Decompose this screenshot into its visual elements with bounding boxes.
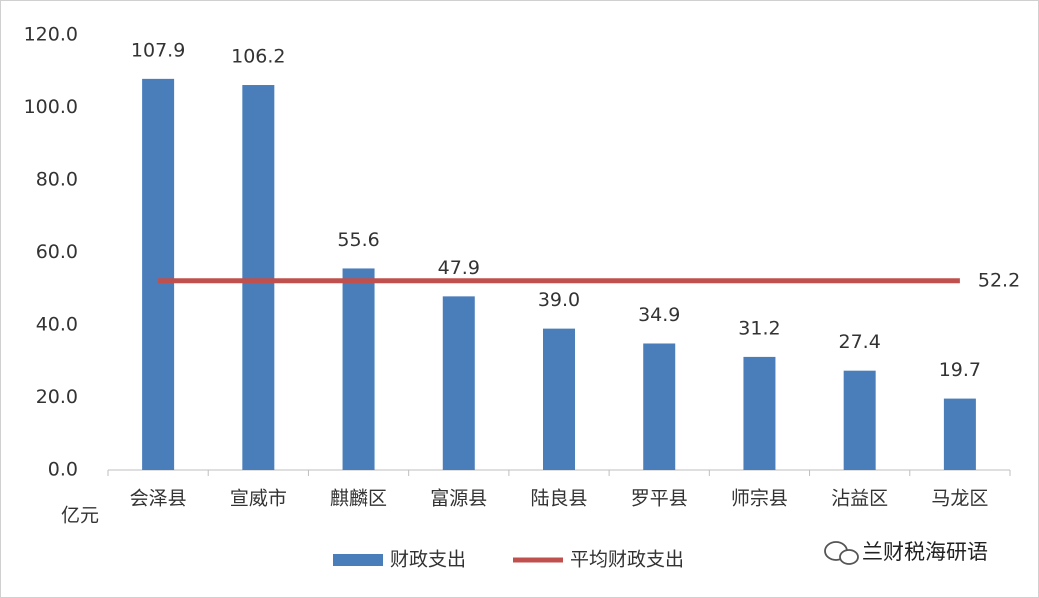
- y-tick-label: 120.0: [24, 24, 78, 46]
- legend-swatch: [333, 554, 383, 566]
- bar: [142, 78, 175, 471]
- value-label: 31.2: [738, 317, 780, 339]
- watermark: 兰财税海研语: [862, 540, 988, 564]
- value-label: 55.6: [337, 229, 379, 251]
- bar: [543, 328, 575, 470]
- value-label: 34.9: [638, 304, 680, 326]
- bar: [843, 370, 876, 470]
- value-label: 47.9: [438, 257, 480, 279]
- watermark-icon: [824, 541, 859, 565]
- y-axis-unit: 亿元: [61, 505, 99, 527]
- bar: [442, 296, 475, 470]
- x-tick-label: 师宗县: [731, 488, 788, 510]
- x-tick-label: 富源县: [430, 488, 487, 510]
- bar: [643, 343, 676, 470]
- value-label: 19.7: [939, 359, 981, 381]
- x-tick-label: 陆良县: [530, 488, 587, 510]
- bar: [242, 85, 275, 471]
- value-label: 106.2: [231, 46, 285, 68]
- x-tick-label: 麒麟区: [330, 488, 387, 510]
- x-tick-label: 宣威市: [230, 488, 287, 510]
- x-tick-label: 马龙区: [931, 488, 988, 510]
- legend-label: 平均财政支出: [570, 549, 684, 571]
- y-tick-label: 0.0: [48, 459, 78, 481]
- bar: [943, 398, 976, 470]
- y-tick-label: 20.0: [36, 386, 78, 408]
- y-tick-label: 80.0: [36, 169, 78, 191]
- x-tick-label: 罗平县: [631, 488, 688, 510]
- bar: [342, 268, 375, 470]
- y-tick-label: 40.0: [36, 314, 78, 336]
- value-label: 39.0: [538, 289, 580, 311]
- value-label: 107.9: [131, 39, 185, 61]
- value-label: 52.2: [978, 269, 1020, 291]
- bar: [743, 356, 776, 470]
- value-label: 27.4: [839, 331, 881, 353]
- x-tick-label: 会泽县: [130, 488, 187, 510]
- legend-label: 财政支出: [390, 549, 466, 571]
- y-tick-label: 60.0: [36, 241, 78, 263]
- y-tick-label: 100.0: [24, 96, 78, 118]
- x-tick-label: 沾益区: [831, 488, 888, 510]
